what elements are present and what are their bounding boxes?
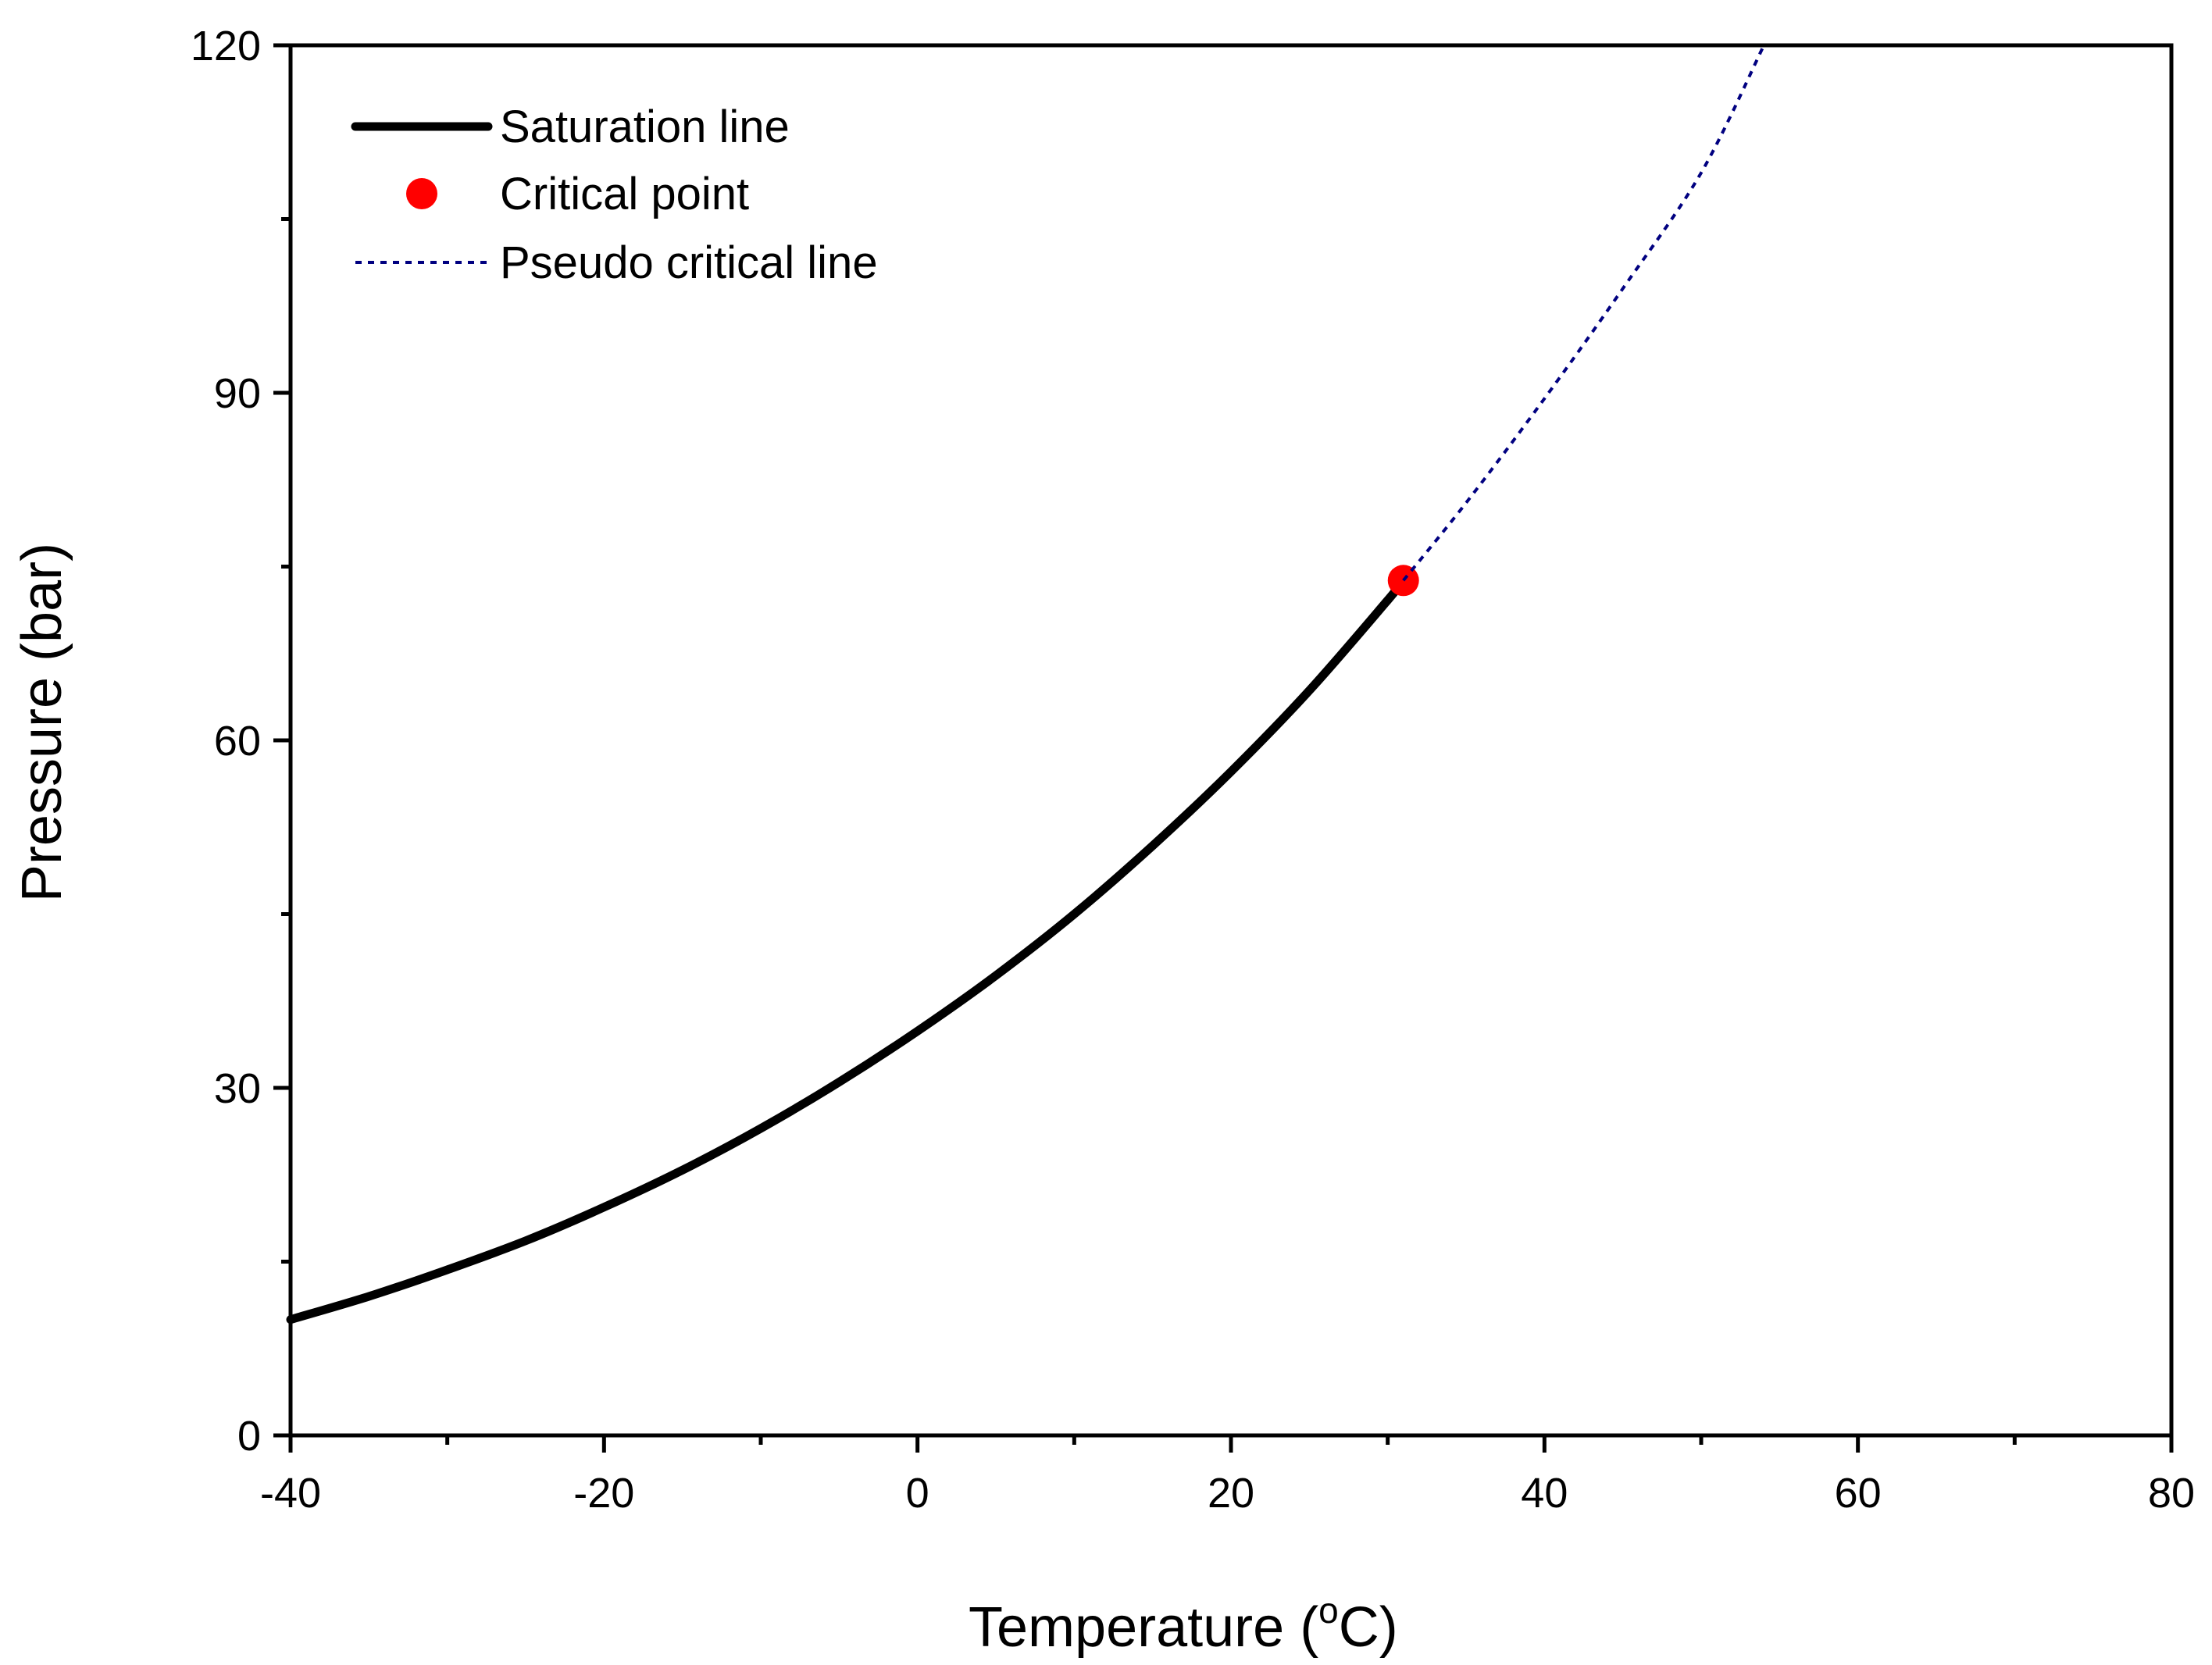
x-tick-label: 80: [2148, 1470, 2195, 1517]
y-tick-label: 0: [237, 1413, 261, 1460]
y-tick-label: 90: [214, 370, 261, 417]
legend: Saturation line Critical point Pseudo crit…: [351, 102, 878, 288]
legend-marker-critical-point: [406, 178, 437, 209]
x-tick-label: 0: [906, 1470, 929, 1517]
x-tick-label: 60: [1835, 1470, 1882, 1517]
x-tick-label: -20: [573, 1470, 634, 1517]
y-tick-label: 120: [191, 23, 261, 70]
data-series: [286, 45, 1766, 1325]
x-axis-title-superscript: o: [1318, 1590, 1339, 1631]
legend-label: Saturation line: [500, 102, 790, 152]
saturation-line: [286, 576, 1408, 1325]
x-axis-title: Temperature (oC): [969, 1590, 1398, 1659]
x-tick-label: 20: [1208, 1470, 1254, 1517]
plot-frame: [288, 43, 2174, 1438]
legend-label: Pseudo critical line: [500, 237, 878, 288]
legend-label: Critical point: [500, 169, 749, 219]
pseudo-critical-line: [1402, 45, 1766, 582]
x-tick-label: 40: [1521, 1470, 1568, 1517]
y-tick-label: 60: [214, 718, 261, 765]
tick-labels: -40 -20 0 20 40 60 80 0 30 60 90 120: [191, 23, 2195, 1517]
y-tick-label: 30: [214, 1065, 261, 1112]
x-tick-label: -40: [260, 1470, 321, 1517]
y-axis-title: Pressure (bar): [11, 543, 73, 902]
